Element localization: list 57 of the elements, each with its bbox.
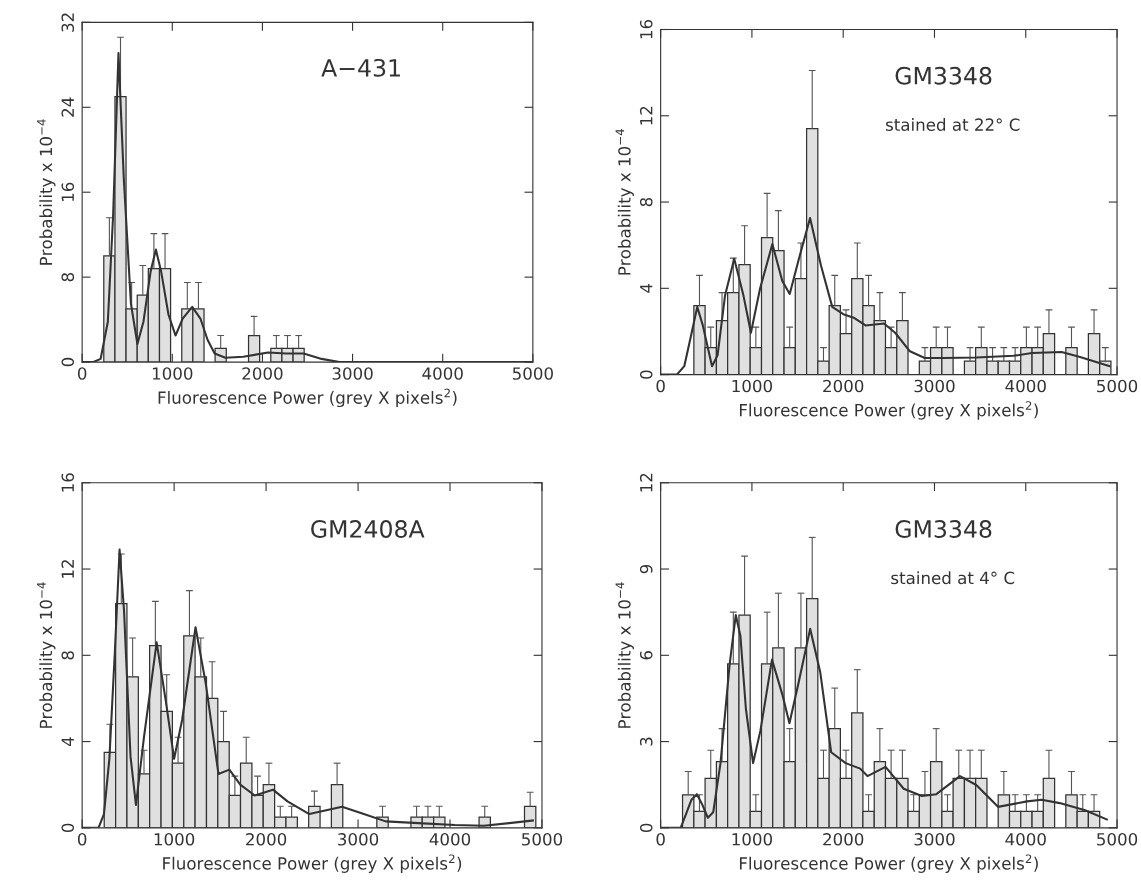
x-tick-label: 2000 <box>242 367 283 380</box>
y-tick-label: 12 <box>639 106 653 125</box>
y-tick-label: 16 <box>61 473 75 492</box>
y-tick-label: 9 <box>639 564 653 574</box>
y-tick-label: 24 <box>61 97 74 117</box>
x-tick-label: 0 <box>77 833 87 846</box>
x-axis-title: Fluorescence Power (grey X pixels$^{2}$) <box>739 401 1038 420</box>
text: GM2408A <box>311 520 425 538</box>
y-tick-label: 16 <box>639 19 653 39</box>
x-axis-title: Fluorescence Power (grey X pixels$^{2}$) <box>739 854 1038 873</box>
x-axis-title: Fluorescence Power (grey X pixels$^{2}$) <box>163 854 462 873</box>
y-tick-label: 4 <box>61 737 74 747</box>
text: A−431 <box>321 58 400 77</box>
x-tick-label: 3000 <box>332 367 373 380</box>
text: GM3348 <box>895 520 992 538</box>
y-tick-label: 8 <box>61 272 75 282</box>
y-tick-label: 3 <box>639 737 653 746</box>
x-tick-label: 5000 <box>1097 379 1138 393</box>
x-tick-label: 5000 <box>1097 833 1138 846</box>
x-tick-label: 0 <box>77 367 87 380</box>
x-tick-label: 2000 <box>823 833 864 846</box>
x-tick-label: 1000 <box>732 379 773 393</box>
y-axis-title: Probability x 10$^{−4}$ <box>615 129 634 275</box>
y-tick-label: 0 <box>639 823 653 833</box>
x-tick-label: 1000 <box>732 833 773 846</box>
y-tick-label: 12 <box>61 560 74 578</box>
y-tick-label: 12 <box>639 473 653 492</box>
x-tick-label: 5000 <box>512 367 553 380</box>
x-tick-label: 3000 <box>914 379 955 393</box>
y-tick-label: 0 <box>61 357 75 367</box>
x-tick-label: 3000 <box>338 833 379 846</box>
x-tick-label: 1000 <box>152 367 193 380</box>
x-tick-label: 4000 <box>422 367 463 380</box>
annotation: stained at 22° C <box>886 118 1020 131</box>
x-tick-label: 2000 <box>246 833 287 846</box>
y-axis-title: Probability x 10$^{−4}$ <box>37 582 56 728</box>
y-tick-label: 32 <box>61 13 75 32</box>
annotation: stained at 4° C <box>891 571 1015 585</box>
x-tick-label: 4000 <box>1005 833 1046 846</box>
x-tick-label: 3000 <box>914 833 955 846</box>
x-tick-label: 2000 <box>823 379 864 393</box>
y-axis-title: Probability x 10$^{−4}$ <box>37 119 56 265</box>
y-tick-label: 4 <box>640 283 653 293</box>
x-tick-label: 5000 <box>522 833 563 846</box>
y-tick-label: 8 <box>639 197 653 207</box>
x-tick-label: 1000 <box>154 833 195 846</box>
text: GM3348 <box>895 66 992 85</box>
x-tick-label: 4000 <box>429 833 471 846</box>
x-axis-title: Fluorescence Power (grey X pixels$^{2}$) <box>158 388 457 408</box>
y-tick-label: 0 <box>61 823 75 833</box>
y-tick-label: 8 <box>61 651 75 660</box>
y-tick-label: 6 <box>639 651 653 660</box>
x-tick-label: 4000 <box>1005 379 1046 393</box>
y-tick-label: 16 <box>61 182 75 201</box>
x-tick-label: 0 <box>656 833 665 846</box>
x-tick-label: 0 <box>656 379 665 393</box>
y-axis-title: Probability x 10$^{−4}$ <box>615 582 634 728</box>
